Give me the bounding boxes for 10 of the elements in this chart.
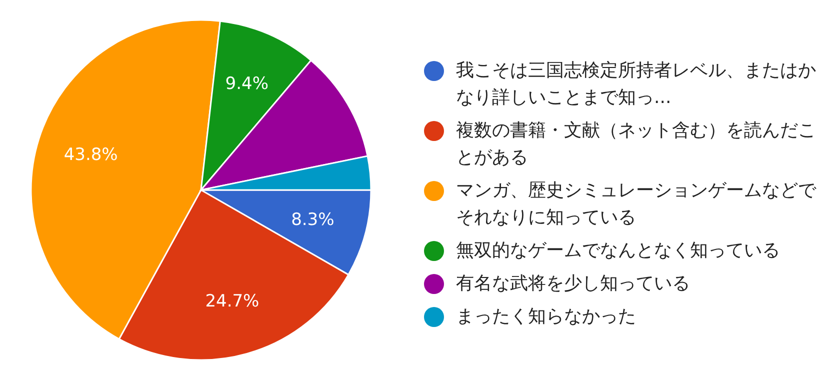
legend-label: まったく知らなかった xyxy=(456,304,636,328)
data-label: 43.8% xyxy=(64,144,118,165)
legend-label: 有名な武将を少し知っている xyxy=(456,272,690,296)
legend-label: マンガ、歴史シミュレーションゲームなどでそれなりに知っている xyxy=(456,178,818,230)
legend-label: 我こそは三国志検定所持者レベル、またはかなり詳しいことまで知っ... xyxy=(456,58,817,110)
data-label: 8.3% xyxy=(291,210,334,230)
data-label: 9.4% xyxy=(225,74,269,94)
legend-label: 複数の書籍・文献（ネット含む）を読んだことがある xyxy=(456,118,817,170)
data-label: 24.7% xyxy=(205,291,260,312)
legend-label: 無双的なゲームでなんとなく知っている xyxy=(456,238,780,262)
